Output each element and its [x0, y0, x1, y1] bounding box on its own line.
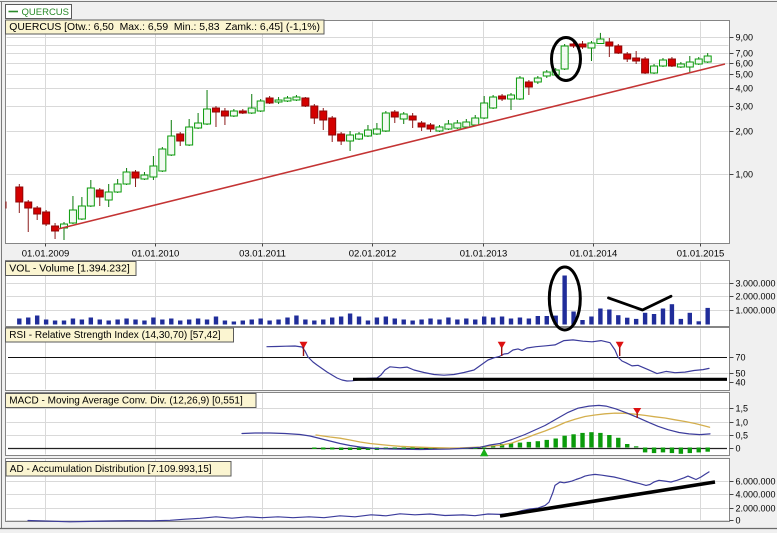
svg-text:9,00: 9,00	[736, 33, 754, 43]
svg-text:02.01.2012: 02.01.2012	[349, 249, 397, 260]
svg-text:01.01.2013: 01.01.2013	[460, 249, 508, 260]
svg-text:01.01.2015: 01.01.2015	[677, 249, 725, 260]
svg-text:2,00: 2,00	[736, 127, 754, 137]
svg-text:01.01.2010: 01.01.2010	[132, 249, 180, 260]
svg-text:6.000.000: 6.000.000	[736, 477, 776, 487]
svg-text:2.000.000: 2.000.000	[736, 504, 776, 514]
svg-text:QUERCUS [Otw.: 6,50 Max.: 6,5: QUERCUS [Otw.: 6,50 Max.: 6,59 Min.: 5,8…	[9, 22, 320, 33]
svg-text:4,00: 4,00	[736, 84, 754, 94]
svg-text:4.000.000: 4.000.000	[736, 490, 776, 500]
svg-text:1,00: 1,00	[736, 170, 754, 180]
svg-text:0: 0	[736, 516, 741, 526]
svg-text:2.000.000: 2.000.000	[736, 292, 776, 302]
svg-text:QUERCUS: QUERCUS	[22, 7, 70, 18]
svg-text:50: 50	[736, 369, 746, 379]
svg-text:0,5: 0,5	[736, 431, 749, 441]
svg-text:VOL - Volume [1.394.232]: VOL - Volume [1.394.232]	[9, 263, 130, 275]
svg-text:3.000.000: 3.000.000	[736, 279, 776, 289]
svg-text:1,5: 1,5	[736, 404, 749, 414]
svg-text:1,0: 1,0	[736, 418, 749, 428]
svg-text:1.000.000: 1.000.000	[736, 306, 776, 316]
svg-text:7,00: 7,00	[736, 49, 754, 59]
svg-text:01.01.2009: 01.01.2009	[22, 249, 70, 260]
svg-text:MACD - Moving Average Conv. Di: MACD - Moving Average Conv. Div. (12,26,…	[9, 396, 243, 407]
svg-text:AD - Accumulation Distribution: AD - Accumulation Distribution [7.109.99…	[10, 464, 212, 475]
svg-text:5,00: 5,00	[736, 70, 754, 80]
svg-text:6,00: 6,00	[736, 59, 754, 69]
svg-text:70: 70	[736, 353, 746, 363]
svg-text:03.01.2011: 03.01.2011	[239, 249, 286, 260]
svg-text:0: 0	[736, 444, 741, 454]
svg-text:40: 40	[736, 378, 746, 388]
svg-text:3,00: 3,00	[736, 102, 754, 112]
svg-text:RSI - Relative Strength Index: RSI - Relative Strength Index (14,30,70)…	[9, 330, 220, 341]
svg-text:01.01.2014: 01.01.2014	[570, 249, 618, 260]
